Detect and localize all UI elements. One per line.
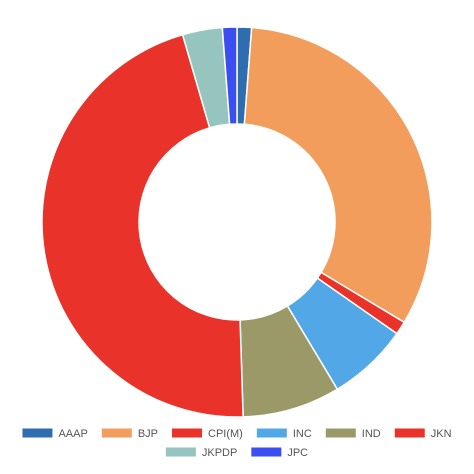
- legend-label-jkn: JKN: [431, 428, 452, 440]
- legend-swatch-bjp: [101, 428, 132, 438]
- legend: AAAP BJP CPI(M) INC IND JKN JKPDP JPC: [22, 428, 452, 459]
- legend-label-cpi-m: CPI(M): [208, 428, 243, 440]
- legend-label-inc: INC: [293, 428, 312, 440]
- legend-item-cpi-m[interactable]: CPI(M): [172, 428, 243, 440]
- legend-swatch-inc: [256, 428, 287, 438]
- legend-label-ind: IND: [362, 428, 381, 440]
- slice-jpc[interactable]: [221, 26, 238, 126]
- legend-label-bjp: BJP: [138, 428, 158, 440]
- legend-swatch-aaap: [22, 428, 53, 438]
- donut-slices: [41, 26, 433, 418]
- legend-item-jkn[interactable]: JKN: [394, 428, 452, 440]
- legend-item-aaap[interactable]: AAAP: [22, 428, 88, 440]
- legend-label-jkpdp: JKPDP: [202, 447, 237, 459]
- slice-bjp[interactable]: [243, 26, 433, 324]
- legend-item-ind[interactable]: IND: [325, 428, 381, 440]
- legend-swatch-jkpdp: [165, 447, 196, 457]
- legend-swatch-jpc: [251, 447, 282, 457]
- legend-swatch-jkn: [394, 428, 425, 438]
- legend-swatch-cpi-m: [172, 428, 203, 438]
- legend-item-bjp[interactable]: BJP: [101, 428, 158, 440]
- legend-item-inc[interactable]: INC: [256, 428, 312, 440]
- legend-swatch-ind: [325, 428, 356, 438]
- legend-label-jpc: JPC: [287, 447, 308, 459]
- legend-label-aaap: AAAP: [58, 428, 87, 440]
- slice-jkn[interactable]: [41, 33, 244, 418]
- legend-item-jkpdp[interactable]: JKPDP: [165, 447, 237, 459]
- legend-item-jpc[interactable]: JPC: [251, 447, 308, 459]
